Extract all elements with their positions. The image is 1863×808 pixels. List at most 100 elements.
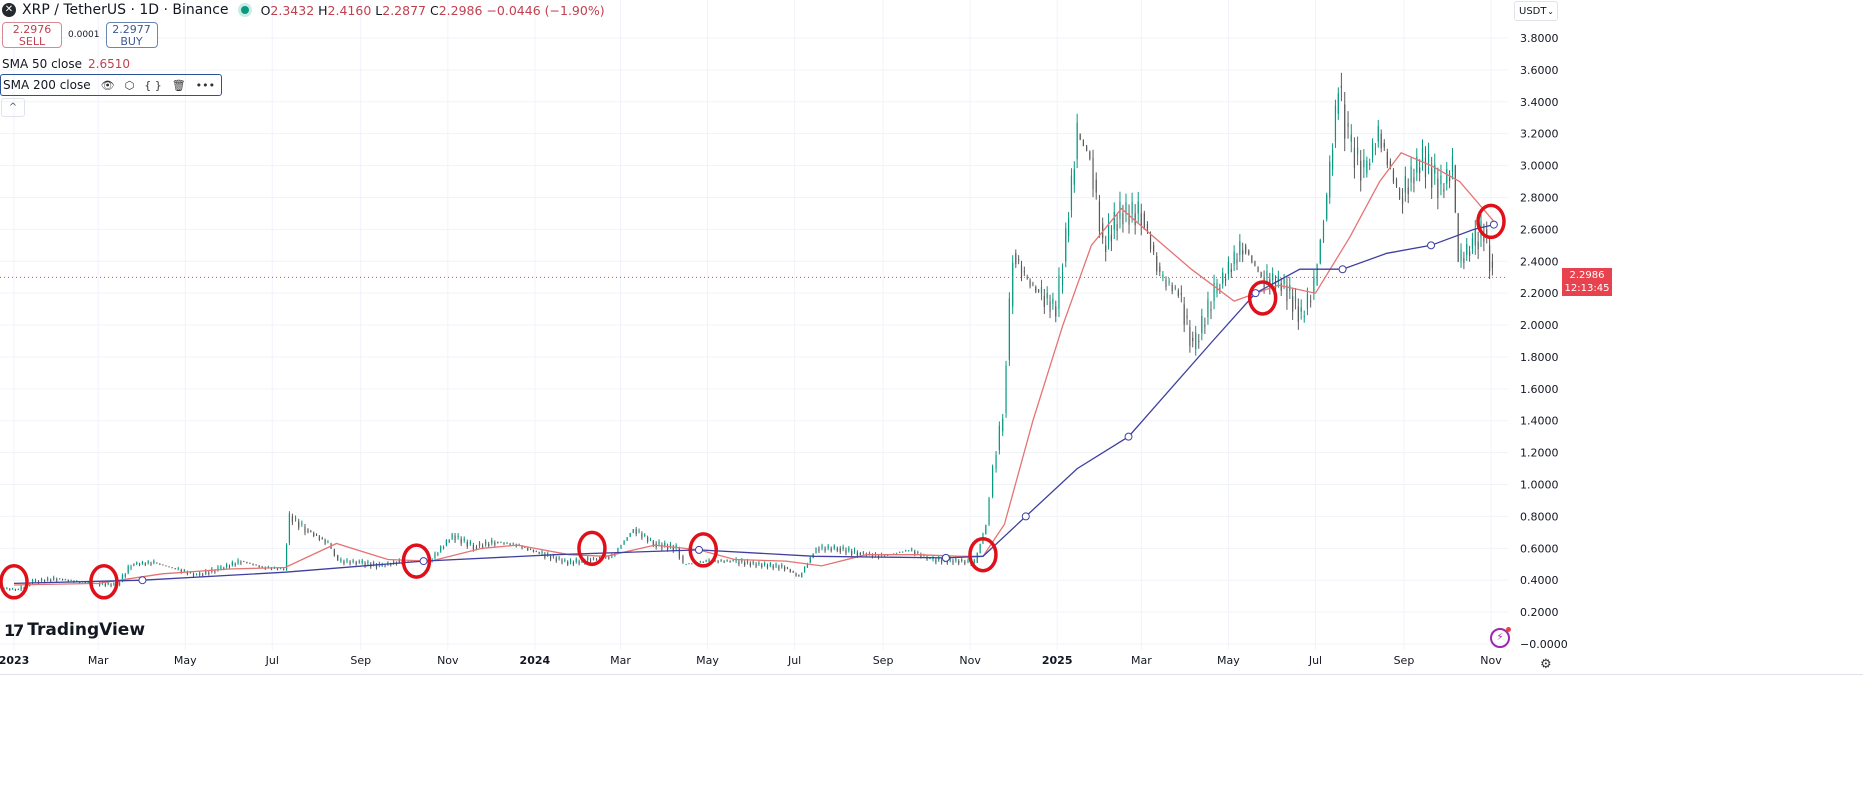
candle-body <box>818 548 820 551</box>
candle-body <box>1210 309 1212 312</box>
candle-body <box>1443 189 1445 192</box>
candle-body <box>1213 282 1215 302</box>
candle-body <box>318 536 320 540</box>
candle-body <box>781 564 783 567</box>
collapse-legend-button[interactable]: ^ <box>1 98 25 117</box>
more-icon[interactable]: ••• <box>195 78 216 92</box>
currency-selector[interactable]: USDT ⌄ <box>1514 1 1558 21</box>
settings-icon[interactable]: ⚙ <box>1540 657 1552 672</box>
eye-icon[interactable]: 👁 <box>100 78 115 92</box>
candle-body <box>1383 142 1385 148</box>
candle-body <box>153 560 155 563</box>
candle-body <box>1292 295 1294 312</box>
candle-body <box>1371 143 1374 158</box>
candle-body <box>127 566 129 573</box>
candle-body <box>1020 265 1023 277</box>
candle-body <box>859 553 861 556</box>
candle-body <box>998 425 1000 450</box>
price-tick-label: 3.8000 <box>1520 32 1559 45</box>
candle-body <box>130 566 132 569</box>
candle-body <box>37 581 40 583</box>
candle-body <box>638 530 640 532</box>
candle-body <box>1201 315 1203 334</box>
candle-body <box>1098 201 1101 232</box>
candle-body <box>708 559 710 562</box>
settings-icon[interactable]: ⬡ <box>124 78 135 92</box>
candle-body <box>183 570 185 572</box>
tradingview-logo-icon: 17 <box>4 620 24 640</box>
candle-body <box>364 563 366 566</box>
candle-body <box>815 547 817 554</box>
candle-body <box>1230 269 1232 273</box>
candle-body <box>1449 177 1451 181</box>
candle-body <box>589 559 592 562</box>
candle-body <box>1266 270 1268 279</box>
candle-body <box>509 543 511 546</box>
candle-body <box>304 526 306 533</box>
candle-body <box>702 561 704 563</box>
candle-body <box>851 551 853 555</box>
candle-body <box>177 568 179 570</box>
candle-body <box>821 545 823 549</box>
trash-icon[interactable]: 🗑 <box>171 78 186 92</box>
candle-body <box>1189 326 1191 347</box>
candle-body <box>1286 285 1288 302</box>
candle-body <box>1306 293 1309 310</box>
candle-body <box>1233 251 1235 265</box>
symbol-title[interactable]: XRP / TetherUS · 1D · Binance <box>22 2 229 18</box>
candle-body <box>964 561 966 564</box>
candle-body <box>307 529 309 533</box>
candle-body <box>208 572 210 574</box>
candle-body <box>440 546 442 552</box>
source-code-icon[interactable]: { } <box>144 78 162 92</box>
candle-body <box>1283 278 1285 285</box>
candle-body <box>1137 201 1139 214</box>
ohlc-values: O2.3432 H2.4160 L2.2877 C2.2986 −0.0446 … <box>260 2 605 18</box>
candle-body <box>569 559 572 563</box>
candle-body <box>1337 93 1339 114</box>
candle-body <box>705 560 707 562</box>
candle-body <box>717 561 719 563</box>
candle-body <box>1374 148 1377 150</box>
candle-body <box>231 562 233 566</box>
candle-body <box>1356 147 1359 155</box>
candle-body <box>237 559 239 564</box>
lightning-icon[interactable]: ⚡ <box>1490 627 1511 648</box>
candle-body <box>1322 221 1325 242</box>
candle-body <box>136 562 138 565</box>
crossover-annotation-circle <box>0 564 29 600</box>
candle-body <box>552 555 555 557</box>
tradingview-logo[interactable]: 17 TradingView <box>4 620 146 640</box>
candle-body <box>905 550 907 552</box>
candle-body <box>214 570 216 573</box>
candle-body <box>1029 280 1031 287</box>
candle-body <box>561 559 563 563</box>
candle-body <box>1032 283 1034 285</box>
candle-body <box>1219 288 1221 290</box>
candle-body <box>1149 234 1152 250</box>
candle-body <box>992 466 994 497</box>
candle-body <box>652 541 654 546</box>
candle-body <box>688 563 690 565</box>
buy-button[interactable]: 2.2977 BUY <box>105 22 158 48</box>
price-tick-label: 3.4000 <box>1520 96 1559 109</box>
candle-body <box>1350 134 1352 142</box>
candle-body <box>682 556 684 563</box>
candle-body <box>384 565 386 567</box>
time-tick-label: May <box>174 654 197 667</box>
candle-body <box>1242 250 1244 255</box>
sma50-legend[interactable]: SMA 50 close 2.6510 <box>2 57 130 71</box>
candle-body <box>1065 228 1067 262</box>
candle-body <box>1043 295 1045 308</box>
candle-body <box>1451 155 1454 172</box>
candle-body <box>333 549 335 557</box>
candle-body <box>769 563 771 566</box>
candle-body <box>976 552 978 563</box>
candle-body <box>749 563 751 566</box>
candle-body <box>1407 187 1409 194</box>
candle-body <box>1055 306 1057 317</box>
sell-button[interactable]: 2.2976 SELL <box>2 22 62 48</box>
sma200-legend[interactable]: SMA 200 close 👁 ⬡ { } 🗑 ••• <box>0 74 223 96</box>
candle-body <box>121 574 124 581</box>
